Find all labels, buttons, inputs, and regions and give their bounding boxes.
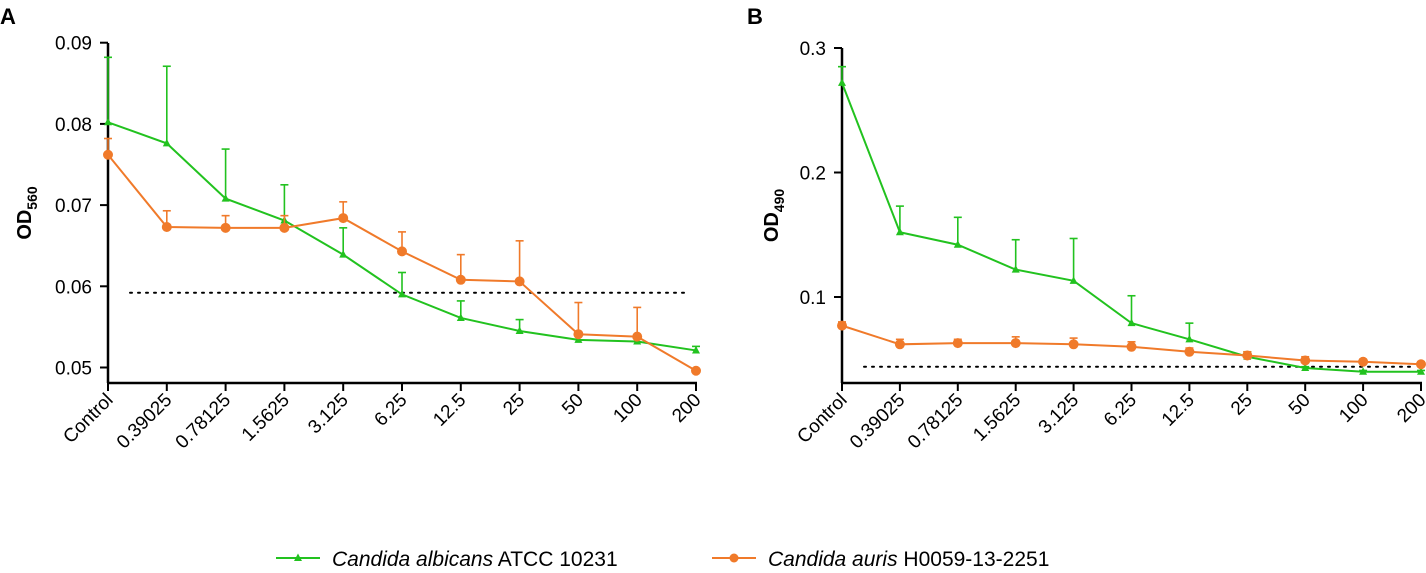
albicans-point: [398, 289, 406, 298]
albicans-point: [1127, 318, 1136, 327]
albicans-point: [162, 138, 171, 147]
x-tick-label: 25: [1227, 390, 1257, 420]
y-tick-label: 0.05: [55, 359, 92, 380]
albicans-point: [1301, 363, 1310, 371]
y-tick-label: 0.08: [55, 115, 92, 136]
albicans-series-line: [841, 82, 1421, 373]
auris-point: [514, 276, 525, 287]
auris-point: [632, 331, 643, 342]
legend: Candida albicans ATCC 10231 Candida auris…: [276, 548, 1049, 571]
x-tick-label: 200: [668, 390, 705, 427]
x-tick-label: 100: [609, 390, 646, 427]
y-axis-label-main: OD: [761, 212, 783, 242]
legend-swatch-marker: [294, 553, 302, 561]
x-tick-label: 0.78125: [904, 390, 967, 453]
x-tick-label: 50: [1285, 390, 1315, 420]
albicans-point: [104, 117, 112, 126]
albicans-point: [895, 227, 904, 236]
albicans-point: [1185, 334, 1194, 343]
x-tick-label: 0.39025: [113, 390, 176, 453]
y-axis-label-main: OD: [14, 210, 36, 240]
auris-point: [1300, 355, 1311, 366]
auris-point: [837, 320, 847, 331]
albicans-point: [953, 240, 962, 248]
x-tick-label: 1.5625: [969, 390, 1025, 446]
legend-strain: ATCC 10231: [493, 548, 618, 571]
x-tick-label: 50: [558, 390, 588, 420]
y-axis-label-subscript: 490: [771, 189, 787, 213]
albicans-point: [1011, 265, 1020, 273]
auris-point: [894, 339, 905, 350]
x-tick-label: 0.78125: [172, 390, 235, 453]
auris-point: [1358, 356, 1369, 367]
albicans-point: [221, 194, 230, 202]
x-tick-label: 6.25: [371, 390, 412, 431]
auris-series-line: [107, 154, 697, 372]
legend-species: Candida albicans: [332, 548, 494, 571]
auris-point: [1068, 339, 1079, 350]
albicans-point: [456, 313, 465, 321]
legend-label: Candida auris H0059-13-2251: [768, 548, 1049, 571]
auris-point: [161, 222, 172, 233]
legend-swatch-marker: [729, 553, 739, 563]
x-tick-label: 12.5: [1158, 390, 1199, 431]
y-tick-label: 0.07: [55, 196, 92, 217]
x-tick-label: 0.39025: [846, 390, 909, 453]
albicans-point: [692, 345, 700, 354]
auris-point: [220, 222, 231, 233]
auris-point: [279, 222, 290, 233]
auris-point: [1242, 350, 1253, 361]
legend-species: Candida auris: [768, 548, 898, 571]
x-tick-label: 1.5625: [238, 390, 294, 446]
y-tick-label: 0.06: [55, 277, 92, 298]
albicans-point: [339, 250, 348, 258]
auris-point: [103, 149, 113, 160]
albicans-point: [838, 78, 846, 86]
y-axis-label: OD560: [14, 186, 40, 240]
albicans-point: [1359, 367, 1368, 375]
auris-point: [397, 246, 407, 257]
albicans-point: [1417, 367, 1425, 375]
x-tick-label: 200: [1393, 390, 1426, 427]
x-tick-label: 3.125: [304, 390, 352, 438]
x-tick-label: 3.125: [1035, 390, 1083, 438]
y-tick-label: 0.2: [800, 164, 826, 185]
panel-letter: B: [747, 4, 763, 29]
y-tick-label: 0.09: [55, 34, 92, 55]
auris-point: [1010, 338, 1021, 349]
x-tick-label: 6.25: [1100, 390, 1141, 431]
x-tick-label: 12.5: [429, 390, 470, 431]
auris-point: [1184, 346, 1195, 357]
x-tick-label: 25: [499, 390, 529, 420]
x-tick-label: 100: [1335, 390, 1372, 427]
legend-strain: H0059-13-2251: [898, 548, 1050, 571]
albicans-point: [515, 326, 524, 334]
panel-a: A OD560 0.05 0.06 0.07 0.08 0.09 Control0.39025…: [0, 4, 706, 453]
y-axis-label: OD490: [761, 189, 787, 243]
legend-label: Candida albicans ATCC 10231: [332, 548, 618, 571]
y-tick-label: 0.3: [800, 39, 826, 60]
auris-point: [691, 365, 701, 376]
y-tick-label: 0.1: [800, 288, 826, 309]
auris-point: [1126, 341, 1137, 352]
auris-point: [338, 213, 349, 224]
x-tick-label: Control: [59, 390, 117, 448]
auris-point: [1416, 359, 1426, 370]
auris-point: [455, 274, 466, 285]
auris-point: [952, 338, 963, 349]
albicans-point: [1069, 276, 1078, 284]
auris-point: [573, 329, 584, 340]
x-tick-label: Control: [793, 390, 851, 448]
y-axis-label-subscript: 560: [24, 186, 40, 210]
panel-letter: A: [0, 4, 16, 29]
